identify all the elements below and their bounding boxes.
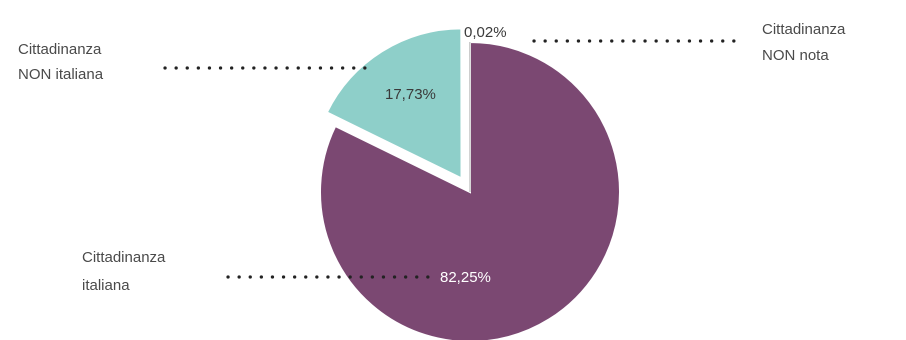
leader-lines (163, 39, 744, 279)
label-cittadinanza-non-italiana: Cittadinanza NON italiana (18, 41, 106, 83)
label-non-italiana-line-2: NON italiana (18, 66, 104, 83)
pie-slice-cittadinanza-non-italiana (325, 27, 463, 181)
label-non-italiana-line-1: Cittadinanza (18, 41, 102, 58)
label-cittadinanza-non-nota: Cittadinanza NON nota (762, 21, 850, 64)
label-non-nota-line-1: Cittadinanza (762, 21, 846, 38)
label-non-nota-line-2: NON nota (762, 47, 829, 64)
label-cittadinanza-italiana: Cittadinanza italiana (82, 249, 170, 294)
label-italiana-line-1: Cittadinanza (82, 249, 166, 266)
value-label-non-nota: 0,02% (464, 24, 507, 41)
value-label-non-italiana: 17,73% (385, 86, 436, 103)
pie-slices (319, 27, 621, 340)
value-label-italiana: 82,25% (440, 269, 491, 286)
label-italiana-line-2: italiana (82, 277, 130, 294)
